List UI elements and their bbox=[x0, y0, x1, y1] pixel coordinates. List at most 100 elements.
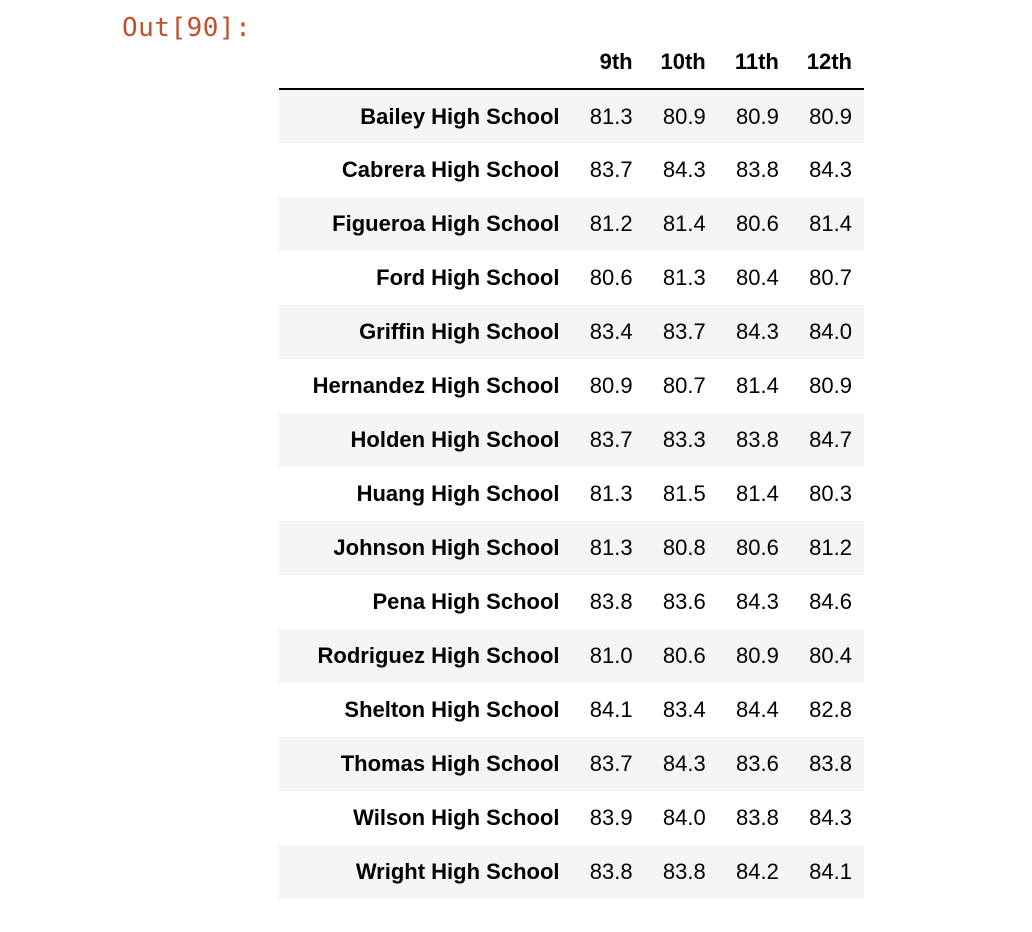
table-row: Wright High School 83.8 83.8 84.2 84.1 bbox=[279, 845, 864, 899]
table-cell: 84.3 bbox=[809, 157, 852, 182]
table-cell: 83.7 bbox=[589, 751, 633, 776]
table-cell: 83.8 bbox=[736, 805, 779, 830]
table-cell: 80.7 bbox=[809, 265, 852, 290]
table-cell: 83.3 bbox=[662, 427, 706, 452]
table-row: Johnson High School 81.3 80.8 80.6 81.2 bbox=[279, 521, 864, 575]
row-index-label: Holden High School bbox=[350, 427, 560, 452]
table-cell: 84.3 bbox=[662, 751, 706, 776]
table-cell: 84.1 bbox=[809, 859, 852, 884]
row-index-label: Griffin High School bbox=[359, 319, 560, 344]
table-cell: 81.4 bbox=[809, 211, 852, 236]
table-row: Shelton High School 84.1 83.4 84.4 82.8 bbox=[279, 683, 864, 737]
table-row: Huang High School 81.3 81.5 81.4 80.3 bbox=[279, 467, 864, 521]
row-index-label: Bailey High School bbox=[360, 103, 560, 129]
output-prompt: Out[90]: bbox=[122, 13, 252, 43]
table-cell: 80.4 bbox=[736, 265, 779, 290]
table-cell: 84.3 bbox=[736, 589, 779, 614]
table-cell: 81.3 bbox=[589, 481, 633, 506]
table-cell: 84.4 bbox=[736, 697, 779, 722]
table-cell: 80.3 bbox=[809, 481, 852, 506]
table-cell: 80.6 bbox=[662, 643, 706, 668]
table-cell: 80.6 bbox=[736, 211, 779, 236]
table-cell: 83.6 bbox=[662, 589, 706, 614]
table-cell: 80.9 bbox=[809, 103, 852, 129]
row-index-label: Shelton High School bbox=[344, 697, 560, 722]
table-cell: 83.4 bbox=[589, 319, 633, 344]
table-cell: 82.8 bbox=[809, 697, 852, 722]
table-row: Ford High School 80.6 81.3 80.4 80.7 bbox=[279, 251, 864, 305]
table-cell: 84.7 bbox=[809, 427, 852, 452]
row-index-label: Rodriguez High School bbox=[317, 643, 560, 668]
column-header-10th: 10th bbox=[644, 36, 718, 90]
table-row: Figueroa High School 81.2 81.4 80.6 81.4 bbox=[279, 197, 864, 251]
table-cell: 80.6 bbox=[736, 535, 779, 560]
table-cell: 84.6 bbox=[809, 589, 852, 614]
table-row: Pena High School 83.8 83.6 84.3 84.6 bbox=[279, 575, 864, 629]
table-cell: 83.8 bbox=[809, 751, 852, 776]
table-row: Bailey High School 81.3 80.9 80.9 80.9 bbox=[279, 89, 864, 143]
column-header-9th: 9th bbox=[571, 36, 645, 90]
table-cell: 83.9 bbox=[589, 805, 633, 830]
table-cell: 81.0 bbox=[589, 643, 633, 668]
table-cell: 81.5 bbox=[662, 481, 706, 506]
dataframe-table: 9th 10th 11th 12th Bailey High School 81.… bbox=[279, 36, 864, 899]
table-cell: 83.7 bbox=[589, 427, 633, 452]
table-cell: 83.8 bbox=[589, 589, 633, 614]
table-cell: 80.9 bbox=[736, 103, 779, 129]
row-index-label: Huang High School bbox=[356, 481, 560, 506]
table-row: Griffin High School 83.4 83.7 84.3 84.0 bbox=[279, 305, 864, 359]
index-header bbox=[279, 36, 572, 90]
table-cell: 80.9 bbox=[809, 373, 852, 398]
table-cell: 81.2 bbox=[809, 535, 852, 560]
table-cell: 81.3 bbox=[662, 265, 706, 290]
table-cell: 84.1 bbox=[589, 697, 633, 722]
table-cell: 83.8 bbox=[736, 427, 779, 452]
row-index-label: Johnson High School bbox=[333, 535, 560, 560]
table-row: Thomas High School 83.7 84.3 83.6 83.8 bbox=[279, 737, 864, 791]
table-body: Bailey High School 81.3 80.9 80.9 80.9 Cabrer… bbox=[279, 89, 864, 899]
table-cell: 84.3 bbox=[809, 805, 852, 830]
table-row: Rodriguez High School 81.0 80.6 80.9 80.4 bbox=[279, 629, 864, 683]
table-row: Wilson High School 83.9 84.0 83.8 84.3 bbox=[279, 791, 864, 845]
row-index-label: Figueroa High School bbox=[332, 211, 560, 236]
table-cell: 81.4 bbox=[736, 481, 779, 506]
table-cell: 84.0 bbox=[809, 319, 852, 344]
table-cell: 81.4 bbox=[736, 373, 779, 398]
table-cell: 80.7 bbox=[662, 373, 706, 398]
row-index-label: Ford High School bbox=[376, 265, 560, 290]
table-cell: 83.4 bbox=[662, 697, 706, 722]
row-index-label: Cabrera High School bbox=[341, 157, 560, 182]
table-cell: 83.8 bbox=[736, 157, 779, 182]
table-row: Hernandez High School 80.9 80.7 81.4 80.9 bbox=[279, 359, 864, 413]
table-cell: 80.9 bbox=[736, 643, 779, 668]
table-cell: 84.3 bbox=[662, 157, 706, 182]
table-cell: 80.8 bbox=[662, 535, 706, 560]
table-cell: 81.3 bbox=[589, 103, 633, 129]
row-index-label: Thomas High School bbox=[340, 751, 560, 776]
column-header-12th: 12th bbox=[790, 36, 864, 90]
table-cell: 84.3 bbox=[736, 319, 779, 344]
table-cell: 80.6 bbox=[589, 265, 633, 290]
table-cell: 83.6 bbox=[736, 751, 779, 776]
table-cell: 84.0 bbox=[662, 805, 706, 830]
table-cell: 83.8 bbox=[662, 859, 706, 884]
table-cell: 81.4 bbox=[662, 211, 706, 236]
dataframe-output: 9th 10th 11th 12th Bailey High School 81.… bbox=[279, 36, 864, 899]
table-row: Cabrera High School 83.7 84.3 83.8 84.3 bbox=[279, 143, 864, 197]
row-index-label: Pena High School bbox=[372, 589, 560, 614]
table-cell: 84.2 bbox=[736, 859, 779, 884]
row-index-label: Wright High School bbox=[355, 859, 560, 884]
column-header-11th: 11th bbox=[717, 36, 791, 90]
header-row: 9th 10th 11th 12th bbox=[279, 36, 864, 90]
table-cell: 83.7 bbox=[589, 157, 633, 182]
table-header: 9th 10th 11th 12th bbox=[279, 36, 864, 90]
table-cell: 80.9 bbox=[589, 373, 633, 398]
table-cell: 80.4 bbox=[809, 643, 852, 668]
table-row: Holden High School 83.7 83.3 83.8 84.7 bbox=[279, 413, 864, 467]
row-index-label: Wilson High School bbox=[353, 805, 560, 830]
table-cell: 83.8 bbox=[589, 859, 633, 884]
table-cell: 80.9 bbox=[662, 103, 706, 129]
row-index-label: Hernandez High School bbox=[312, 373, 560, 398]
table-cell: 81.2 bbox=[589, 211, 633, 236]
table-cell: 81.3 bbox=[589, 535, 633, 560]
